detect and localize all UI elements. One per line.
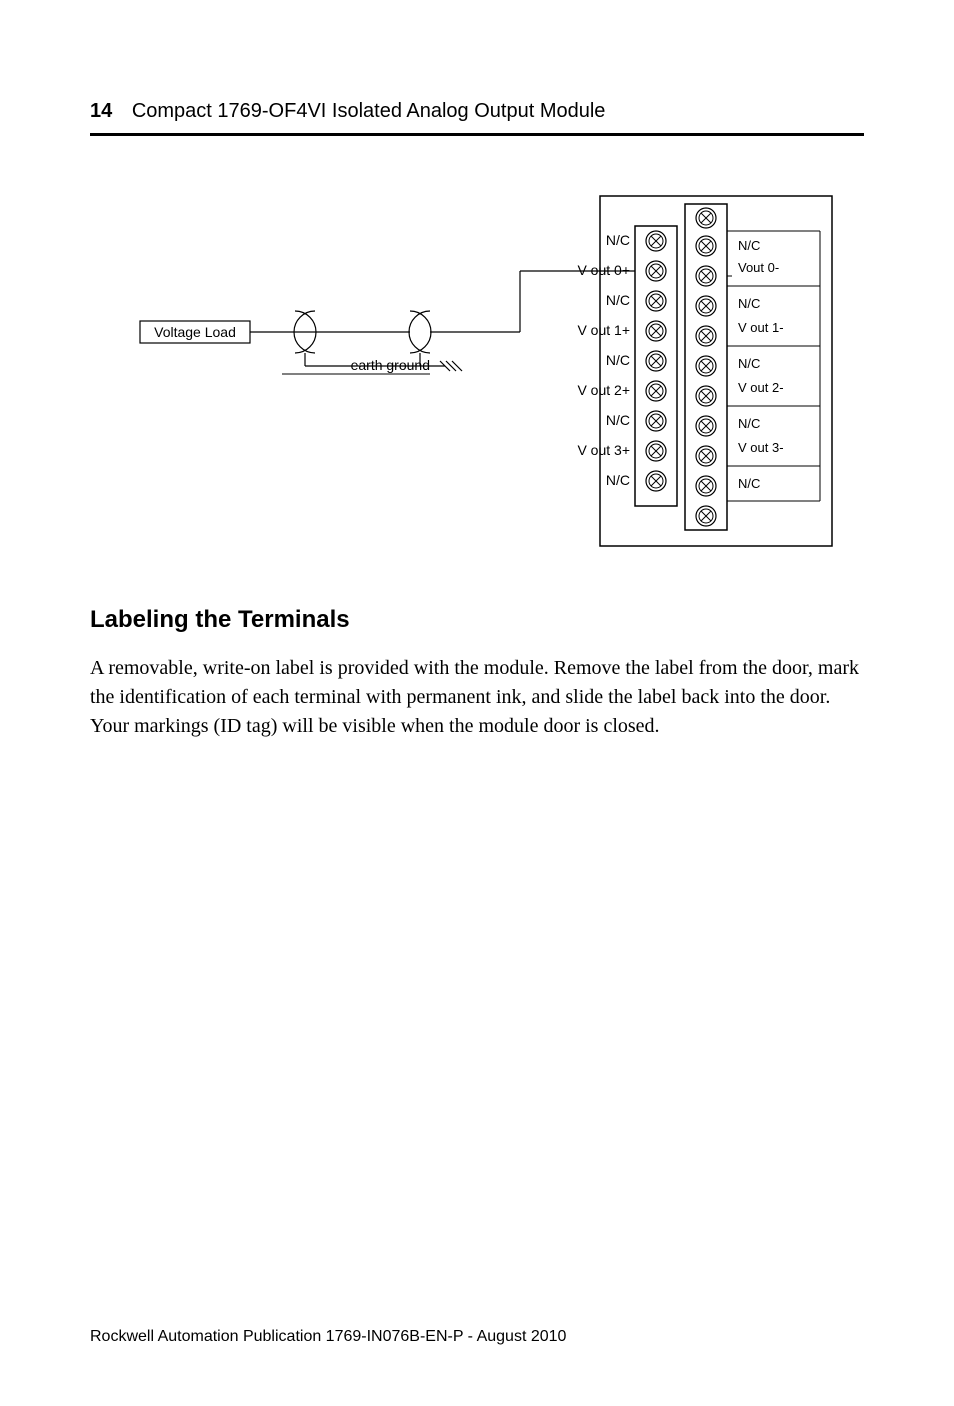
wiring-diagram: N/C V out 0+ N/C V out 1+ N/C V out 2+ N… bbox=[90, 186, 864, 566]
terminal-label: Vout 0- bbox=[738, 260, 779, 275]
terminal-label: N/C bbox=[606, 292, 630, 308]
page-number: 14 bbox=[90, 100, 112, 122]
terminal-label: N/C bbox=[738, 296, 760, 311]
terminal-label: V out 1- bbox=[738, 320, 784, 335]
voltage-load-label: Voltage Load bbox=[154, 324, 236, 340]
terminal-label: N/C bbox=[606, 472, 630, 488]
terminal-label: N/C bbox=[606, 352, 630, 368]
terminal-label: N/C bbox=[606, 232, 630, 248]
terminal-label: N/C bbox=[606, 412, 630, 428]
terminal-label: V out 2+ bbox=[577, 382, 630, 398]
terminal-label: N/C bbox=[738, 238, 760, 253]
terminal-label: V out 3- bbox=[738, 440, 784, 455]
page-header: 14 Compact 1769-OF4VI Isolated Analog Ou… bbox=[90, 100, 864, 136]
terminal-label: N/C bbox=[738, 416, 760, 431]
earth-ground-label: earth ground bbox=[351, 357, 430, 373]
terminal-label: V out 1+ bbox=[577, 322, 630, 338]
terminal-label: V out 0+ bbox=[577, 262, 630, 278]
terminal-label: V out 3+ bbox=[577, 442, 630, 458]
document-page: 14 Compact 1769-OF4VI Isolated Analog Ou… bbox=[0, 0, 954, 1406]
terminal-label: N/C bbox=[738, 476, 760, 491]
header-title: Compact 1769-OF4VI Isolated Analog Outpu… bbox=[132, 100, 606, 122]
terminal-label: V out 2- bbox=[738, 380, 784, 395]
footer-text: Rockwell Automation Publication 1769-IN0… bbox=[90, 1328, 566, 1346]
section-heading: Labeling the Terminals bbox=[90, 606, 864, 634]
body-paragraph: A removable, write-on label is provided … bbox=[90, 654, 864, 741]
terminal-label: N/C bbox=[738, 356, 760, 371]
